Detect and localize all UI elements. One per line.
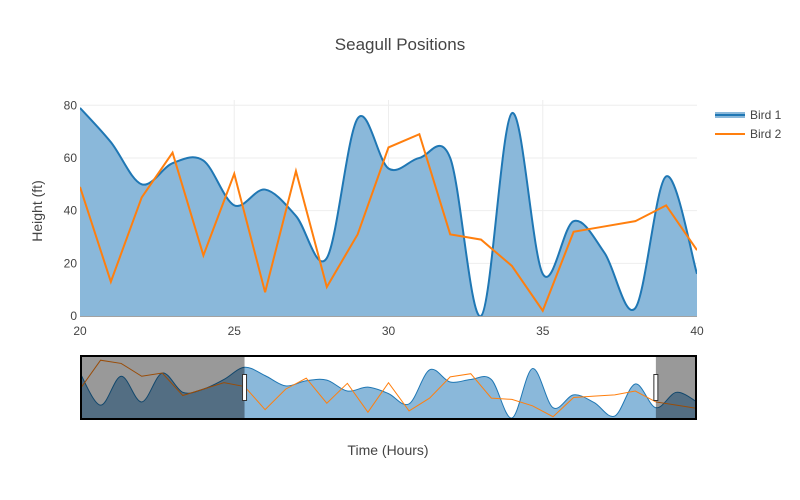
legend: Bird 1 Bird 2 [715, 108, 782, 141]
y-tick-label: 80 [64, 98, 78, 112]
x-axis: 20 25 30 35 40 [73, 324, 704, 338]
legend-label: Bird 1 [750, 108, 782, 122]
plot-area [80, 107, 697, 316]
y-tick-label: 0 [70, 309, 77, 323]
y-axis: 0 20 40 60 80 [64, 98, 78, 323]
x-tick-label: 35 [536, 324, 550, 338]
legend-item[interactable]: Bird 2 [715, 127, 782, 141]
range-slider-bird-2-line [80, 359, 697, 418]
range-slider-mask-left [80, 355, 245, 420]
x-axis-title: Time (Hours) [347, 442, 428, 458]
y-axis-title: Height (ft) [29, 180, 45, 241]
range-slider-bird-1-line [80, 366, 697, 419]
y-tick-label: 40 [64, 204, 78, 218]
series-bird-1-area [80, 107, 697, 316]
legend-label: Bird 2 [750, 127, 782, 141]
series-bird-2-line [80, 132, 697, 313]
range-slider-handle-right[interactable] [653, 374, 659, 401]
x-tick-label: 25 [228, 324, 242, 338]
x-tick-label: 20 [73, 324, 87, 338]
x-tick-label: 40 [690, 324, 704, 338]
series-bird-1-line [80, 107, 697, 316]
range-slider-border [80, 355, 697, 420]
chart-title: Seagull Positions [335, 35, 465, 54]
y-tick-label: 60 [64, 151, 78, 165]
range-slider-handle-left[interactable] [242, 374, 248, 401]
range-slider[interactable] [80, 355, 697, 420]
range-slider-mask-right [655, 355, 697, 420]
x-tick-label: 30 [382, 324, 396, 338]
y-tick-label: 20 [64, 256, 78, 270]
legend-item[interactable]: Bird 1 [715, 108, 782, 122]
